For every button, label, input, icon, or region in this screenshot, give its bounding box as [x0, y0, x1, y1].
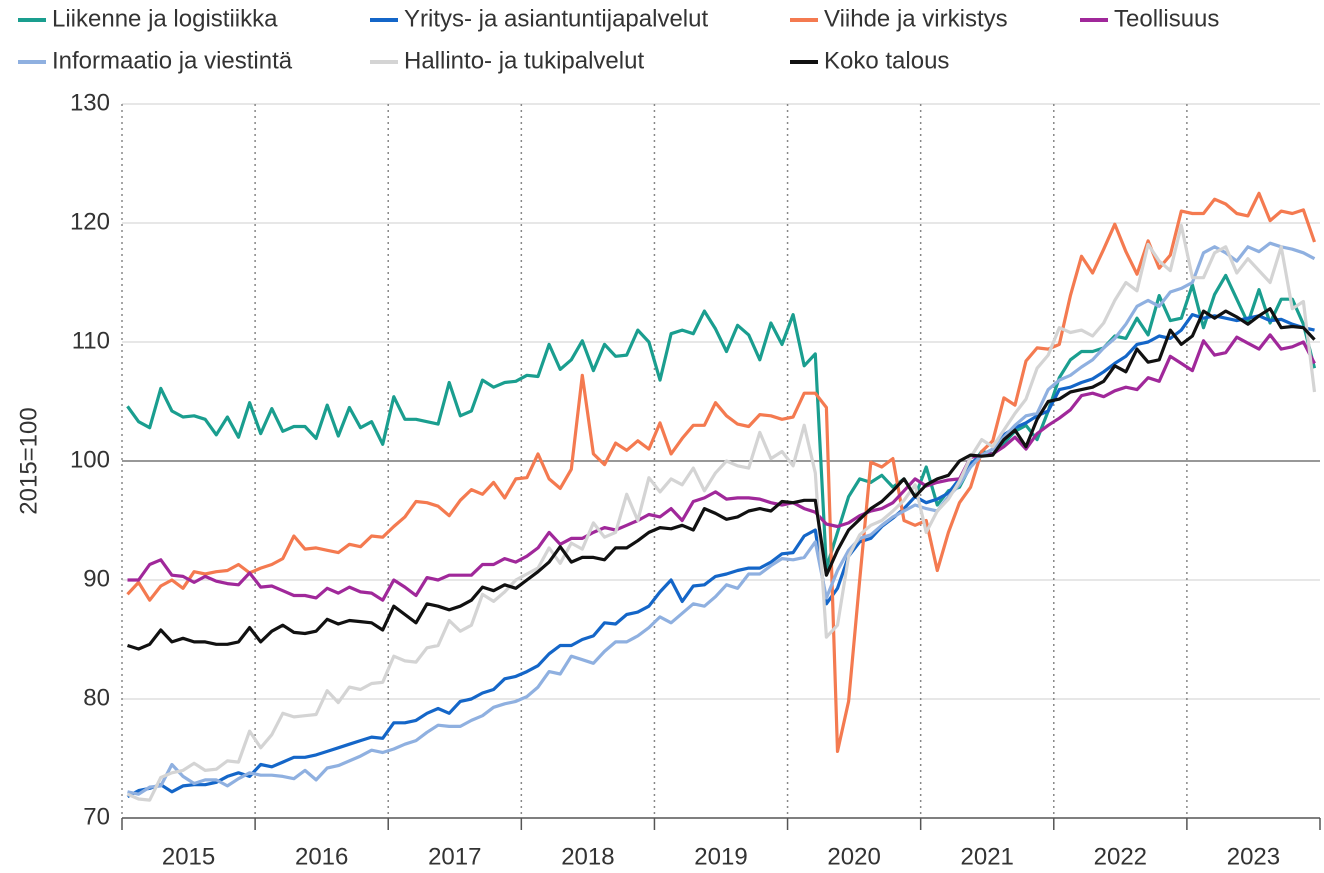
x-tick-label: 2021 — [961, 843, 1014, 870]
series-line — [126, 223, 1317, 802]
y-tick-label: 70 — [83, 803, 110, 830]
y-axis-label: 2015=100 — [15, 407, 42, 514]
x-tick-label: 2017 — [428, 843, 481, 870]
x-tick-label: 2015 — [162, 843, 215, 870]
series-line — [126, 191, 1317, 753]
series-line — [127, 241, 1316, 796]
y-tick-label: 130 — [70, 89, 110, 116]
y-tick-label: 90 — [83, 565, 110, 592]
x-tick-label: 2023 — [1227, 843, 1280, 870]
legend-label: Liikenne ja logistiikka — [52, 5, 278, 32]
series-line — [126, 273, 1317, 570]
y-tick-label: 110 — [72, 327, 110, 354]
legend-label: Informaatio ja viestintä — [52, 47, 293, 74]
y-tick-label: 120 — [70, 208, 110, 235]
y-tick-label: 80 — [83, 684, 110, 711]
x-tick-label: 2019 — [694, 843, 747, 870]
x-tick-label: 2020 — [827, 843, 880, 870]
legend-label: Teollisuus — [1114, 5, 1219, 32]
series-line — [127, 333, 1316, 602]
series-line — [126, 313, 1315, 799]
y-tick-label: 100 — [70, 446, 110, 473]
x-tick-label: 2018 — [561, 843, 614, 870]
x-tick-label: 2016 — [295, 843, 348, 870]
legend-label: Koko talous — [824, 47, 949, 74]
legend-label: Viihde ja virkistys — [824, 5, 1008, 32]
series-line — [127, 307, 1316, 651]
x-tick-label: 2022 — [1094, 843, 1147, 870]
legend-label: Hallinto- ja tukipalvelut — [404, 47, 644, 74]
legend-label: Yritys- ja asiantuntijapalvelut — [404, 5, 708, 32]
